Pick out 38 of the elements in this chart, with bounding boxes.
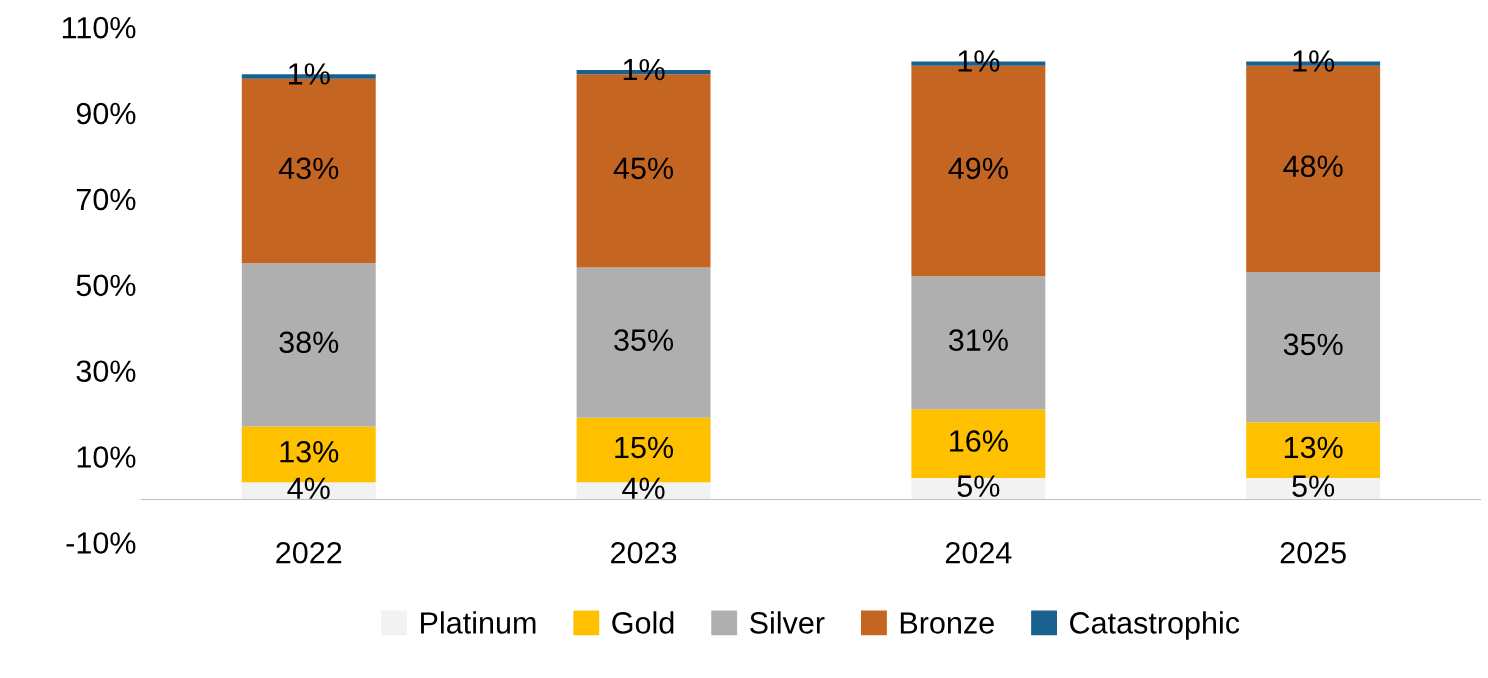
bar (911, 276, 1046, 410)
data-label: 13% (1284, 436, 1343, 459)
data-label: 35% (614, 329, 674, 351)
data-label: 45% (613, 157, 674, 180)
data-label: 4% (287, 477, 330, 499)
bar (576, 267, 711, 418)
data-label: 43% (278, 157, 339, 180)
data-label: 5% (957, 475, 1000, 497)
y-tick-label: -10% (66, 532, 136, 554)
x-tick-label: 2024 (945, 541, 1012, 564)
data-label: 38% (279, 331, 339, 354)
bar (1246, 271, 1381, 423)
legend-label: Bronze (900, 612, 994, 634)
legend-label: Platinum (421, 611, 536, 634)
data-label: 35% (1283, 333, 1343, 356)
y-tick-label: 110% (62, 16, 136, 39)
data-label: 48% (1283, 155, 1343, 178)
data-label: 5% (1292, 475, 1335, 497)
legend-label: Catastrophic (1070, 611, 1240, 640)
x-tick-label: 2023 (611, 541, 677, 564)
x-tick-label: 2022 (276, 541, 342, 564)
data-label: 16% (950, 430, 1008, 452)
data-label: 13% (280, 440, 339, 463)
data-label: 49% (948, 157, 1008, 180)
y-tick-label: 70% (76, 188, 136, 211)
data-label: 1% (289, 63, 330, 85)
data-label: 1% (623, 58, 665, 81)
data-label: 4% (622, 477, 665, 499)
y-tick-label: 90% (76, 102, 136, 125)
data-label: 15% (615, 436, 674, 459)
legend-label: Silver (750, 611, 825, 634)
legend-label: Gold (612, 611, 674, 634)
x-tick-label: 2025 (1280, 541, 1346, 564)
y-tick-label: 50% (76, 274, 136, 297)
y-tick-label: 30% (76, 360, 136, 383)
bar (241, 263, 376, 427)
data-label: 31% (948, 329, 1008, 351)
y-tick-label: 10% (77, 446, 136, 468)
